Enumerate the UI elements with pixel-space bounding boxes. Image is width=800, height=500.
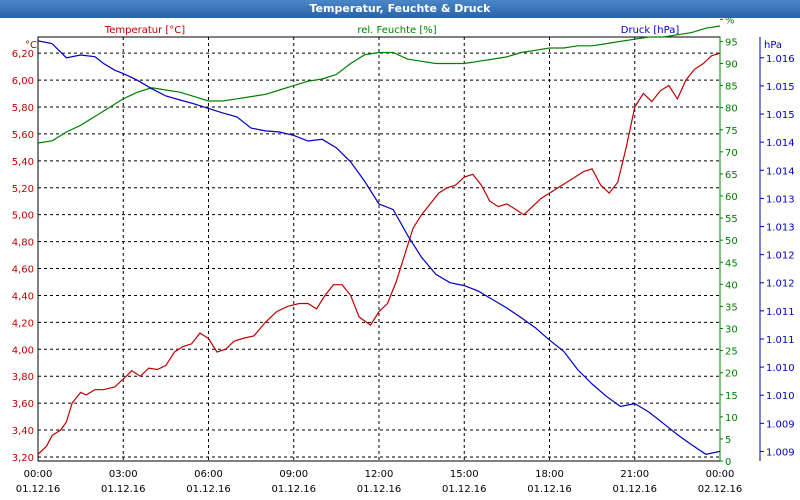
temperature-tick: 5,00 — [12, 211, 34, 222]
pressure-tick: 1.011 — [766, 335, 795, 346]
temperature-tick: 3,20 — [12, 453, 34, 464]
humidity-tick: 75 — [725, 126, 738, 137]
temperature-unit-label: °C — [25, 40, 37, 51]
humidity-tick: 25 — [725, 347, 738, 358]
pressure-line — [37, 40, 721, 455]
x-tick-date: 01.12.16 — [186, 484, 231, 495]
humidity-tick: 45 — [725, 258, 738, 269]
x-tick-time: 21:00 — [620, 469, 649, 480]
window-title: Temperatur, Feuchte & Druck — [0, 0, 800, 18]
x-tick-date: 01.12.16 — [101, 484, 146, 495]
x-tick-time: 12:00 — [365, 469, 394, 480]
temperature-tick: 4,80 — [12, 238, 34, 249]
temperature-tick: 6,00 — [12, 76, 34, 87]
temperature-tick: 5,40 — [12, 157, 34, 168]
humidity-tick: 15 — [725, 391, 738, 402]
x-tick-time: 00:00 — [706, 469, 735, 480]
x-tick-date: 01.12.16 — [271, 484, 316, 495]
temperature-tick: 5,80 — [12, 103, 34, 114]
temperature-tick: 5,20 — [12, 184, 34, 195]
humidity-tick: 40 — [725, 280, 738, 291]
x-tick-date: 01.12.16 — [442, 484, 487, 495]
humidity-tick: 0 — [725, 457, 731, 468]
x-tick-time: 06:00 — [194, 469, 223, 480]
x-tick-date: 01.12.16 — [527, 484, 572, 495]
humidity-line — [37, 25, 721, 144]
x-tick-time: 15:00 — [450, 469, 479, 480]
humidity-tick: % — [725, 15, 735, 26]
humidity-tick: 60 — [725, 192, 738, 203]
grid-lines — [38, 37, 720, 461]
x-tick-time: 00:00 — [24, 469, 53, 480]
humidity-tick: 10 — [725, 413, 738, 424]
pressure-tick: 1.009 — [766, 419, 795, 430]
tick-labels: 00:00 01.12.16 03:00 01.12.16 06:00 01.12.16 0… — [12, 15, 795, 495]
humidity-tick: 50 — [725, 236, 738, 247]
x-tick-date: 01.12.16 — [612, 484, 657, 495]
temperature-tick: 3,60 — [12, 399, 34, 410]
pressure-tick: 1.013 — [766, 194, 795, 205]
series-group — [37, 25, 721, 455]
pressure-axis-title: Druck [hPa] — [621, 25, 680, 36]
pressure-tick: 1.015 — [766, 82, 795, 93]
temperature-tick: 3,80 — [12, 372, 34, 383]
pressure-tick: 1.012 — [766, 251, 795, 262]
humidity-tick: 80 — [725, 104, 738, 115]
humidity-axis-title: rel. Feuchte [%] — [357, 25, 436, 36]
pressure-tick: 1.012 — [766, 279, 795, 290]
x-tick-date: 01.12.16 — [357, 484, 402, 495]
temperature-axis-title: Temperatur [°C] — [104, 25, 185, 36]
pressure-tick: 1.014 — [766, 138, 795, 149]
x-tick-time: 03:00 — [109, 469, 138, 480]
temperature-tick: 6,20 — [12, 49, 34, 60]
humidity-tick: 70 — [725, 148, 738, 159]
humidity-tick: 5 — [725, 435, 731, 446]
pressure-unit-label: hPa — [764, 40, 782, 51]
pressure-tick: 1.013 — [766, 223, 795, 234]
temperature-tick: 4,20 — [12, 318, 34, 329]
pressure-tick: 1.011 — [766, 307, 795, 318]
pressure-tick: 1.014 — [766, 166, 795, 177]
temperature-tick: 3,40 — [12, 426, 34, 437]
humidity-tick: 90 — [725, 60, 738, 71]
humidity-tick: 55 — [725, 214, 738, 225]
humidity-tick: 65 — [725, 170, 738, 181]
pressure-tick: 1.016 — [766, 54, 795, 65]
pressure-tick: 1.009 — [766, 447, 795, 458]
pressure-tick: 1.010 — [766, 391, 795, 402]
humidity-tick: 85 — [725, 82, 738, 93]
temperature-tick: 4,40 — [12, 291, 34, 302]
x-tick-date: 02.12.16 — [698, 484, 743, 495]
x-tick-time: 18:00 — [535, 469, 564, 480]
x-tick-date: 01.12.16 — [16, 484, 61, 495]
humidity-tick: 35 — [725, 302, 738, 313]
x-tick-time: 09:00 — [279, 469, 308, 480]
humidity-tick: 20 — [725, 369, 738, 380]
temperature-tick: 4,00 — [12, 345, 34, 356]
temperature-tick: 5,60 — [12, 130, 34, 141]
humidity-tick: 30 — [725, 325, 738, 336]
temperature-line — [37, 52, 721, 455]
humidity-tick: 95 — [725, 37, 738, 48]
temperature-tick: 4,60 — [12, 265, 34, 276]
pressure-tick: 1.015 — [766, 110, 795, 121]
pressure-tick: 1.010 — [766, 363, 795, 374]
